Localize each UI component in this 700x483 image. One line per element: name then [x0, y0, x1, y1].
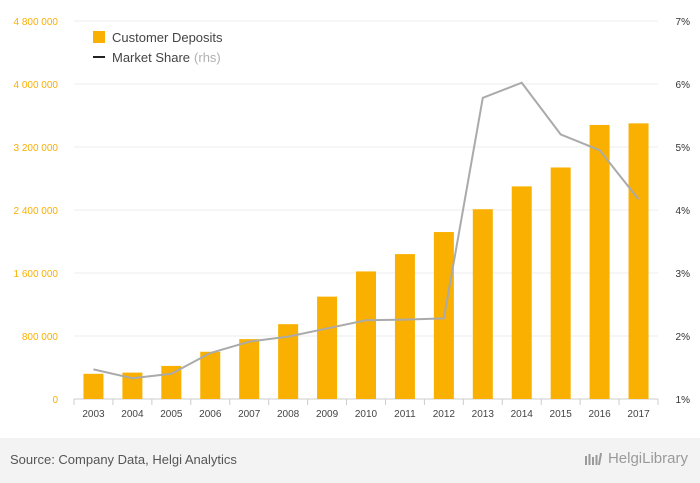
- bar-customer-deposits: [200, 351, 221, 399]
- y-right-tick-label: 5%: [676, 143, 691, 154]
- y-right-tick-label: 2%: [676, 332, 691, 343]
- y-left-tick-label: 1 600 000: [14, 269, 59, 280]
- library-icon: [584, 452, 602, 465]
- legend: Customer Deposits Market Share (rhs): [93, 27, 223, 67]
- x-tick-label: 2003: [82, 409, 105, 420]
- bar-customer-deposits: [472, 209, 493, 399]
- x-tick-label: 2013: [472, 409, 495, 420]
- line-market-share: [93, 81, 640, 380]
- x-tick-label: 2017: [627, 409, 650, 420]
- brand-text: HelgiLibrary: [607, 450, 688, 467]
- bar-customer-deposits: [278, 324, 299, 399]
- bar-customer-deposits: [394, 254, 415, 399]
- bar-customer-deposits: [122, 372, 143, 399]
- x-tick-label: 2014: [511, 409, 534, 420]
- axes: 0 800 000 1 600 000 2 400 000 3 200 000 4 000…: [14, 17, 691, 420]
- x-tick-label: 2010: [355, 409, 378, 420]
- x-tick-label: 2015: [550, 409, 573, 420]
- footer: Source: Company Data, Helgi Analytics He…: [0, 438, 700, 483]
- legend-swatch-market-share: [93, 56, 105, 58]
- bar-customer-deposits: [511, 186, 532, 399]
- y-right-tick-label: 1%: [676, 395, 691, 406]
- bar-customer-deposits: [83, 373, 104, 399]
- brand-logo: HelgiLibrary: [584, 450, 688, 467]
- x-tick-label: 2005: [160, 409, 183, 420]
- legend-label-rhs: (rhs): [194, 49, 221, 65]
- x-tick-label: 2008: [277, 409, 300, 420]
- y-left-tick-label: 3 200 000: [14, 143, 59, 154]
- legend-label-deposits: Customer Deposits: [112, 29, 223, 45]
- x-tick-label: 2004: [121, 409, 144, 420]
- legend-item-deposits: Customer Deposits: [93, 27, 223, 47]
- y-right-tick-label: 6%: [676, 80, 691, 91]
- line-series: [93, 81, 640, 380]
- x-tick-label: 2011: [394, 409, 416, 420]
- bar-customer-deposits: [317, 296, 338, 399]
- x-tick-label: 2009: [316, 409, 339, 420]
- bar-customer-deposits: [628, 123, 649, 399]
- x-tick-label: 2016: [588, 409, 611, 420]
- x-tick-label: 2012: [433, 409, 456, 420]
- legend-label-market-share: Market Share: [112, 49, 191, 65]
- y-left-tick-label: 2 400 000: [14, 206, 59, 217]
- legend-item-market-share: Market Share (rhs): [93, 47, 223, 67]
- x-tick-label: 2007: [238, 409, 261, 420]
- bar-customer-deposits: [239, 339, 260, 399]
- y-right-tick-label: 3%: [676, 269, 691, 280]
- y-left-tick-label: 0: [52, 395, 58, 406]
- chart-svg: 0 800 000 1 600 000 2 400 000 3 200 000 4 000…: [14, 17, 691, 420]
- y-left-tick-label: 800 000: [22, 332, 59, 343]
- bar-customer-deposits: [550, 167, 571, 399]
- y-left-tick-label: 4 800 000: [14, 17, 59, 28]
- bar-series: [83, 123, 649, 399]
- bar-customer-deposits: [356, 271, 376, 399]
- legend-swatch-deposits: [93, 31, 105, 43]
- source-text: Source: Company Data, Helgi Analytics: [10, 452, 237, 467]
- y-left-tick-label: 4 000 000: [14, 80, 59, 91]
- bar-customer-deposits: [589, 124, 610, 399]
- y-right-tick-label: 4%: [676, 206, 691, 217]
- x-tick-label: 2006: [199, 409, 222, 420]
- y-right-tick-label: 7%: [676, 17, 691, 28]
